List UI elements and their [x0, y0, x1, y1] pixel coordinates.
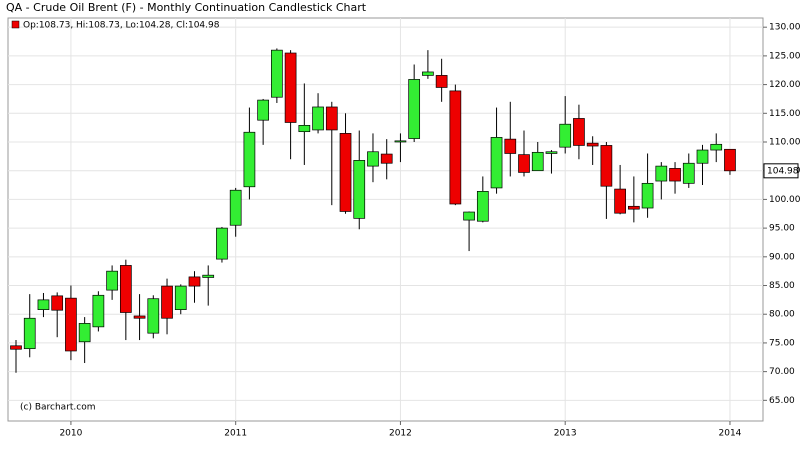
candle-body: [339, 133, 352, 212]
y-tick-label: 75.00: [769, 338, 795, 348]
candle-body: [380, 153, 393, 164]
y-tick-label: 120.00: [769, 80, 800, 90]
y-tick-label: 125.00: [769, 51, 800, 61]
credit: (c) Barchart.com: [20, 403, 96, 413]
y-tick-label: 115.00: [769, 109, 800, 119]
y-tick-label: 70.00: [769, 367, 795, 377]
candle-body: [174, 285, 187, 310]
candle-body: [284, 52, 297, 123]
candle-body: [463, 211, 475, 221]
candle-body: [724, 148, 736, 172]
candle-body: [476, 191, 489, 222]
candle-body: [229, 189, 242, 226]
y-tick-label: 90.00: [769, 252, 795, 262]
candle-body: [298, 125, 311, 133]
y-tick-label: 110.00: [769, 138, 800, 148]
candle-body: [449, 90, 462, 205]
y-tick-label: 85.00: [769, 281, 795, 291]
candle-body: [669, 168, 681, 182]
candle-body: [627, 205, 640, 210]
candle-body: [37, 299, 50, 310]
candle-body: [641, 182, 654, 209]
candle-body: [312, 106, 324, 131]
candle-body: [559, 123, 572, 148]
candle-body: [216, 227, 228, 260]
x-tick-label: 2010: [59, 429, 82, 439]
candle-body: [367, 151, 379, 167]
candle-body: [435, 75, 448, 88]
candle-body: [161, 285, 173, 319]
y-tick-label: 95.00: [769, 224, 795, 234]
candle-body: [394, 140, 407, 143]
candle-body: [257, 99, 269, 121]
candle-body: [188, 276, 201, 287]
y-tick-label: 100.00: [769, 195, 800, 205]
plot-frame: [7, 17, 764, 422]
y-tick-label: 130.00: [769, 23, 800, 33]
candle-body: [600, 145, 613, 187]
candle-body: [65, 297, 77, 352]
candle-body: [119, 265, 132, 313]
chart-title: QA - Crude Oil Brent (F) - Monthly Conti…: [6, 1, 367, 14]
candle-body: [325, 106, 338, 131]
candle-body: [147, 298, 160, 334]
last-price-box: [763, 163, 799, 179]
candle-body: [51, 295, 64, 311]
y-tick-label: 80.00: [769, 310, 795, 320]
x-tick-label: 2011: [224, 429, 247, 439]
candle-body: [271, 49, 283, 98]
candle-body: [202, 274, 215, 278]
candle-body: [78, 323, 91, 343]
candle-body: [92, 294, 105, 328]
x-tick-label: 2012: [389, 429, 412, 439]
candle-body: [531, 151, 544, 172]
candle-body: [710, 143, 723, 151]
x-tick-label: 2013: [554, 429, 577, 439]
candle-body: [614, 188, 626, 214]
last-price-label: 104.98: [767, 166, 799, 176]
candle-body: [133, 315, 146, 319]
candle-body: [518, 154, 530, 173]
candle-body: [545, 151, 558, 154]
candle-body: [23, 317, 36, 350]
candle-body: [682, 162, 695, 184]
candle-body: [490, 137, 503, 189]
candle-body: [422, 71, 434, 76]
candle-body: [655, 165, 668, 182]
y-tick-label: 65.00: [769, 396, 795, 406]
legend-swatch: [11, 20, 20, 29]
candle-body: [353, 160, 366, 219]
candle-body: [573, 118, 585, 146]
candle-body: [586, 142, 599, 147]
candle-body: [243, 131, 256, 188]
candle-body: [696, 149, 709, 164]
candle-body: [106, 270, 118, 291]
candle-body: [504, 138, 517, 154]
candle-body: [10, 345, 22, 350]
candle-body: [408, 79, 421, 139]
legend-text: Op:108.73, Hi:108.73, Lo:104.28, Cl:104.…: [23, 21, 220, 31]
x-tick-label: 2014: [719, 429, 742, 439]
